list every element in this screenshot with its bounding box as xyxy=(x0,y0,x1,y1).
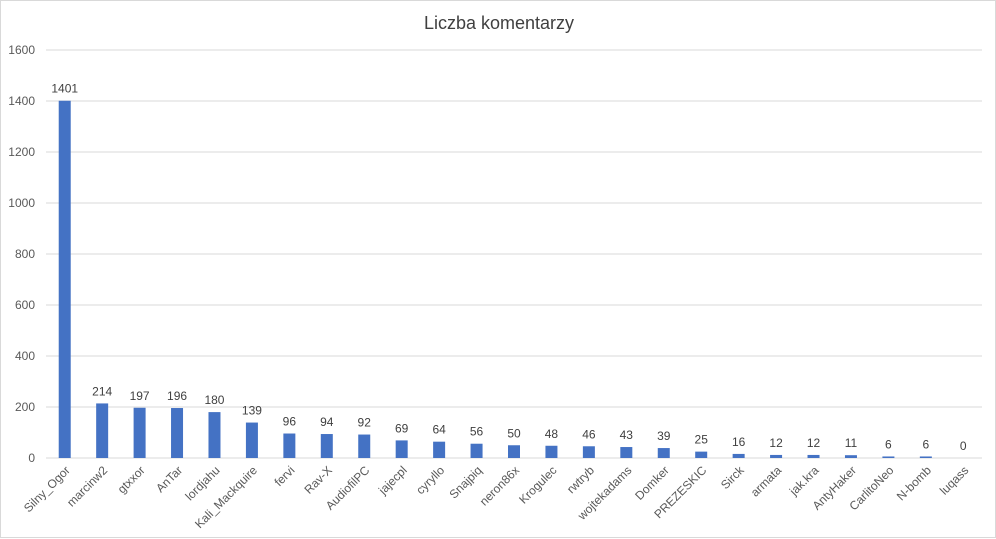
y-tick-label: 800 xyxy=(15,247,35,261)
data-label: 139 xyxy=(242,404,262,418)
category-label: marcinw2 xyxy=(64,463,110,509)
bar xyxy=(545,445,558,458)
data-label: 69 xyxy=(395,421,409,435)
bar xyxy=(283,433,296,458)
data-label: 96 xyxy=(283,415,297,429)
data-label: 39 xyxy=(657,429,671,443)
data-label: 214 xyxy=(92,384,112,398)
category-label: cyryllo xyxy=(413,463,447,497)
data-label: 0 xyxy=(960,439,967,453)
data-label: 92 xyxy=(358,416,372,430)
category-label: Rav-X xyxy=(301,463,334,496)
y-tick-label: 0 xyxy=(28,451,35,465)
bar xyxy=(695,451,708,458)
category-label: rwtryb xyxy=(564,463,597,496)
y-tick-label: 1200 xyxy=(8,145,35,159)
data-label: 1401 xyxy=(51,82,78,96)
category-label: luqass xyxy=(937,463,971,497)
data-label: 56 xyxy=(470,425,484,439)
data-label: 6 xyxy=(922,437,929,451)
bar xyxy=(133,407,146,458)
category-label: gtxxor xyxy=(115,463,148,496)
bar xyxy=(171,408,184,458)
y-tick-label: 400 xyxy=(15,349,35,363)
data-label: 94 xyxy=(320,415,334,429)
bar xyxy=(96,403,109,458)
bar xyxy=(508,445,520,458)
y-tick-label: 1400 xyxy=(8,94,35,108)
category-label: Silny_Ogor xyxy=(21,463,73,515)
bar xyxy=(770,454,783,458)
y-tick-label: 600 xyxy=(15,298,35,312)
bar xyxy=(470,443,483,458)
data-label: 197 xyxy=(130,389,150,403)
category-label: fervi xyxy=(272,463,298,489)
bar xyxy=(433,441,446,458)
data-label: 25 xyxy=(695,433,709,447)
bar xyxy=(395,440,408,458)
data-label: 48 xyxy=(545,427,559,441)
data-label: 12 xyxy=(807,436,821,450)
category-label: jajecpl xyxy=(375,463,410,498)
bar xyxy=(620,447,633,458)
bar xyxy=(320,434,333,458)
data-label: 12 xyxy=(769,436,783,450)
category-label: neron86x xyxy=(477,463,522,508)
data-label: 11 xyxy=(845,436,858,450)
bar xyxy=(807,454,820,458)
bar xyxy=(208,412,221,458)
bar xyxy=(882,456,895,458)
bar xyxy=(358,434,371,458)
bar xyxy=(245,422,258,458)
category-label: Sirck xyxy=(718,463,747,492)
data-label: 16 xyxy=(732,435,746,449)
chart-title: Liczba komentarzy xyxy=(423,13,575,33)
category-label: N-bomb xyxy=(894,463,934,503)
category-label: Krogulec xyxy=(516,463,559,506)
data-label: 50 xyxy=(507,426,521,440)
y-tick-label: 1000 xyxy=(8,196,35,210)
bar xyxy=(919,456,932,458)
category-label: jak.kra xyxy=(786,463,822,499)
y-tick-label: 200 xyxy=(15,400,35,414)
bar xyxy=(844,455,857,458)
data-label: 64 xyxy=(432,423,446,437)
data-label: 6 xyxy=(885,437,892,451)
bar xyxy=(732,453,745,458)
data-label: 43 xyxy=(620,428,634,442)
category-label: AnTar xyxy=(153,463,185,495)
bar xyxy=(58,100,71,459)
category-label: armata xyxy=(748,463,785,500)
data-label: 196 xyxy=(167,389,187,403)
y-tick-label: 1600 xyxy=(8,43,35,57)
bar xyxy=(582,446,595,458)
bar xyxy=(657,448,670,458)
data-label: 180 xyxy=(204,393,224,407)
data-label: 46 xyxy=(582,427,596,441)
